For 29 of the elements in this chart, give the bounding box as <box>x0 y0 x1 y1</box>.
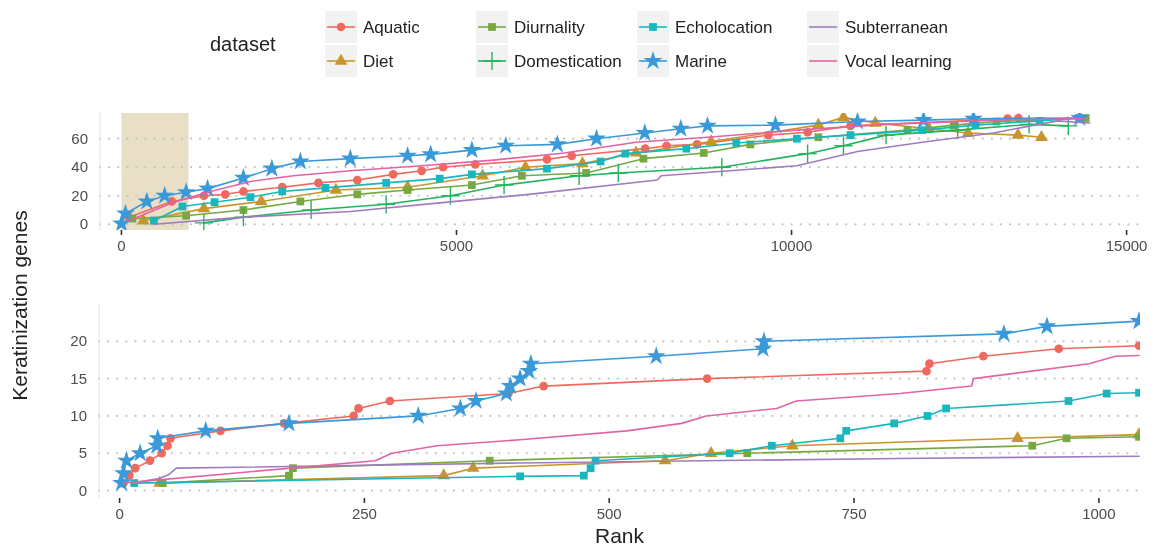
legend-label: Subterranean <box>845 18 949 37</box>
x-tick-label: 0 <box>115 505 124 522</box>
legend-label: Echolocation <box>675 18 773 37</box>
x-tick-label: 750 <box>841 505 867 522</box>
y-tick-label: 60 <box>71 129 88 147</box>
y-tick-label: 20 <box>71 186 88 204</box>
x-tick-label: 10000 <box>770 237 813 254</box>
y-axis-title: Keratinization genes <box>8 210 31 401</box>
x-tick-label: 0 <box>117 237 126 254</box>
x-tick-label: 5000 <box>439 237 474 254</box>
y-tick-label: 5 <box>78 444 87 462</box>
legend-label: Domestication <box>514 52 622 71</box>
x-axis-title: Rank <box>594 524 645 547</box>
y-tick-label: 10 <box>70 406 87 424</box>
y-tick-label: 0 <box>78 481 87 499</box>
y-tick-label: 0 <box>79 215 88 233</box>
x-tick-label: 15000 <box>1105 237 1148 254</box>
legend-title: dataset <box>210 33 277 55</box>
legend-label: Aquatic <box>363 18 421 37</box>
y-tick-label: 40 <box>71 158 88 176</box>
x-tick-label: 1000 <box>1082 505 1116 522</box>
legend-label: Vocal learning <box>845 52 952 71</box>
x-tick-label: 250 <box>351 505 377 522</box>
legend-label: Diurnality <box>514 18 586 37</box>
y-tick-label: 15 <box>70 369 87 387</box>
legend-label: Diet <box>363 52 394 71</box>
legend-label: Marine <box>675 52 727 71</box>
y-tick-label: 20 <box>70 332 87 350</box>
x-tick-label: 500 <box>596 505 622 522</box>
